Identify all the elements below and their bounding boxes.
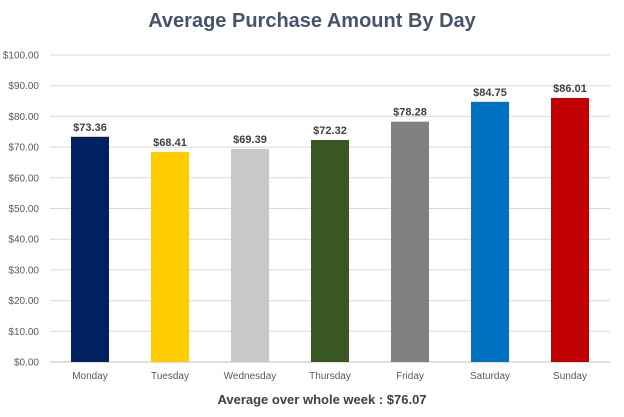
bar-tuesday	[151, 151, 189, 362]
y-tick-label: $70.00	[8, 143, 39, 154]
data-label: $72.32	[313, 125, 347, 137]
x-tick-label: Friday	[396, 371, 424, 382]
data-label: $69.39	[233, 134, 267, 146]
data-labels: $73.36 $68.41 $69.39 $72.32 $78.28 $84.75 $86.…	[73, 83, 587, 149]
x-tick-label: Wednesday	[224, 371, 277, 382]
x-tick-label: Saturday	[470, 371, 510, 382]
data-label: $68.41	[153, 137, 187, 149]
bar-thursday	[311, 139, 349, 362]
x-axis: Monday Tuesday Wednesday Thursday Friday Satu…	[72, 371, 587, 382]
bar-monday	[71, 136, 109, 362]
data-label: $78.28	[393, 107, 427, 119]
y-axis: $0.00 $10.00 $20.00 $30.00 $40.00 $50.00 $60.0…	[3, 51, 40, 369]
y-tick-label: $20.00	[8, 296, 39, 307]
bar-friday	[391, 121, 429, 363]
y-tick-label: $50.00	[8, 204, 39, 215]
y-tick-label: $90.00	[8, 81, 39, 92]
y-tick-label: $100.00	[3, 51, 40, 62]
bars	[71, 97, 589, 363]
y-tick-label: $10.00	[8, 327, 39, 338]
data-label: $73.36	[73, 122, 107, 134]
y-tick-label: $60.00	[8, 173, 39, 184]
bar-wednesday	[231, 148, 269, 362]
bar-saturday	[471, 101, 509, 362]
y-tick-label: $30.00	[8, 265, 39, 276]
bar-sunday	[551, 97, 589, 362]
weekly-average-note: Average over whole week : $76.07	[217, 392, 426, 407]
data-label: $86.01	[553, 83, 587, 95]
x-tick-label: Thursday	[309, 371, 351, 382]
chart-title: Average Purchase Amount By Day	[148, 10, 476, 32]
y-tick-label: $80.00	[8, 112, 39, 123]
y-tick-label: $40.00	[8, 235, 39, 246]
x-tick-label: Monday	[72, 371, 108, 382]
x-tick-label: Tuesday	[151, 371, 189, 382]
data-label: $84.75	[473, 87, 507, 99]
x-tick-label: Sunday	[553, 371, 587, 382]
y-tick-label: $0.00	[14, 358, 39, 369]
